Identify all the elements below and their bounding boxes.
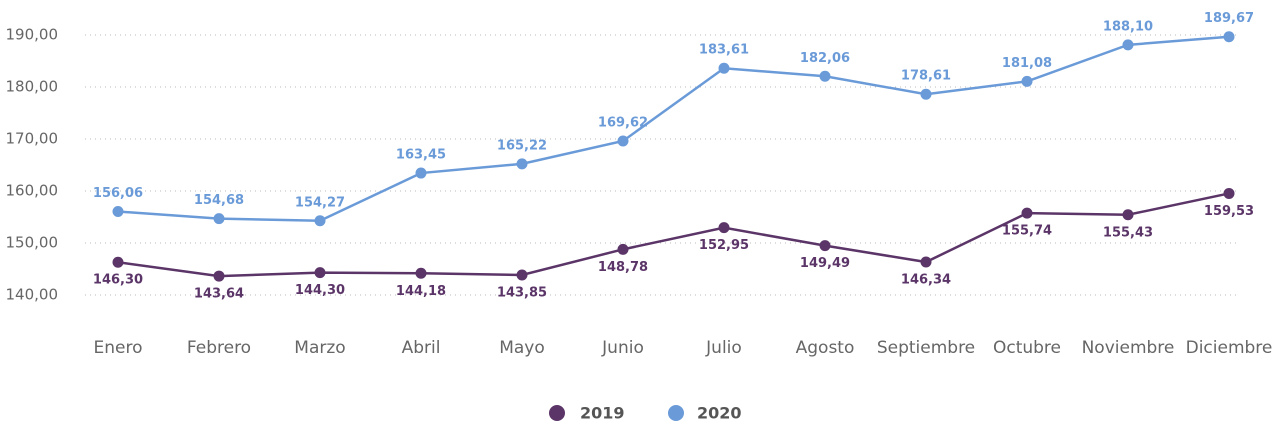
data-point — [213, 213, 225, 225]
data-point — [314, 267, 326, 279]
y-tick-label: 140,00 — [6, 286, 59, 304]
y-tick-label: 190,00 — [6, 26, 59, 44]
data-label: 165,22 — [497, 138, 547, 153]
data-label: 146,30 — [93, 273, 143, 288]
data-label: 163,45 — [396, 148, 446, 163]
data-point — [718, 62, 730, 74]
legend-label: 2019 — [580, 404, 625, 423]
data-label: 149,49 — [800, 256, 850, 271]
legend-marker — [668, 405, 684, 421]
x-tick-label: Febrero — [187, 338, 251, 358]
x-tick-label: Diciembre — [1186, 338, 1273, 358]
x-tick-label: Enero — [94, 338, 143, 358]
data-label: 144,18 — [396, 284, 446, 299]
y-tick-label: 160,00 — [6, 182, 59, 200]
data-label: 178,61 — [901, 69, 951, 84]
data-label: 183,61 — [699, 43, 749, 58]
data-label: 182,06 — [800, 51, 850, 66]
x-tick-label: Julio — [705, 338, 742, 358]
data-label: 146,34 — [901, 273, 951, 288]
data-point — [516, 158, 528, 170]
data-point — [314, 215, 326, 227]
x-tick-label: Junio — [601, 338, 644, 358]
data-label: 169,62 — [598, 115, 648, 130]
x-tick-label: Noviembre — [1082, 338, 1175, 358]
series-line — [117, 192, 1230, 278]
data-point — [920, 88, 932, 100]
data-label: 156,06 — [93, 186, 143, 201]
data-label: 152,95 — [699, 238, 749, 253]
data-label: 144,30 — [295, 283, 345, 298]
data-point — [112, 205, 124, 217]
x-tick-label: Agosto — [796, 338, 855, 358]
data-label: 189,67 — [1204, 11, 1254, 26]
data-point — [415, 167, 427, 179]
data-label: 154,68 — [194, 193, 244, 208]
x-tick-label: Mayo — [499, 338, 545, 358]
data-point — [1223, 31, 1235, 43]
legend-label: 2020 — [697, 404, 742, 423]
data-label: 154,27 — [295, 195, 345, 210]
data-label: 143,64 — [194, 287, 244, 302]
data-label: 159,53 — [1204, 204, 1254, 219]
x-tick-label: Octubre — [993, 338, 1061, 358]
data-point — [718, 222, 730, 234]
data-point — [1122, 209, 1134, 221]
data-point — [213, 270, 225, 282]
x-tick-label: Marzo — [294, 338, 345, 358]
data-point — [819, 70, 831, 82]
y-tick-label: 150,00 — [6, 234, 59, 252]
x-tick-label: Abril — [402, 338, 441, 358]
y-tick-label: 170,00 — [6, 130, 59, 148]
data-label: 155,74 — [1002, 224, 1052, 239]
legend: 2019 2020 — [549, 404, 742, 423]
data-point — [1021, 207, 1033, 219]
series-line — [117, 35, 1230, 223]
x-tick-label: Septiembre — [877, 338, 975, 358]
data-label: 188,10 — [1103, 19, 1153, 34]
data-point — [920, 256, 932, 268]
data-label: 155,43 — [1103, 225, 1153, 240]
data-point — [1122, 39, 1134, 51]
data-label: 148,78 — [598, 260, 648, 275]
data-point — [516, 269, 528, 281]
data-label: 181,08 — [1002, 56, 1052, 71]
data-label: 143,85 — [497, 285, 547, 300]
data-point — [617, 135, 629, 147]
data-point — [1021, 75, 1033, 87]
legend-marker — [549, 405, 565, 421]
y-tick-label: 180,00 — [6, 78, 59, 96]
data-point — [1223, 187, 1235, 199]
data-point — [112, 256, 124, 268]
data-point — [819, 240, 831, 252]
data-point — [415, 267, 427, 279]
data-point — [617, 243, 629, 255]
